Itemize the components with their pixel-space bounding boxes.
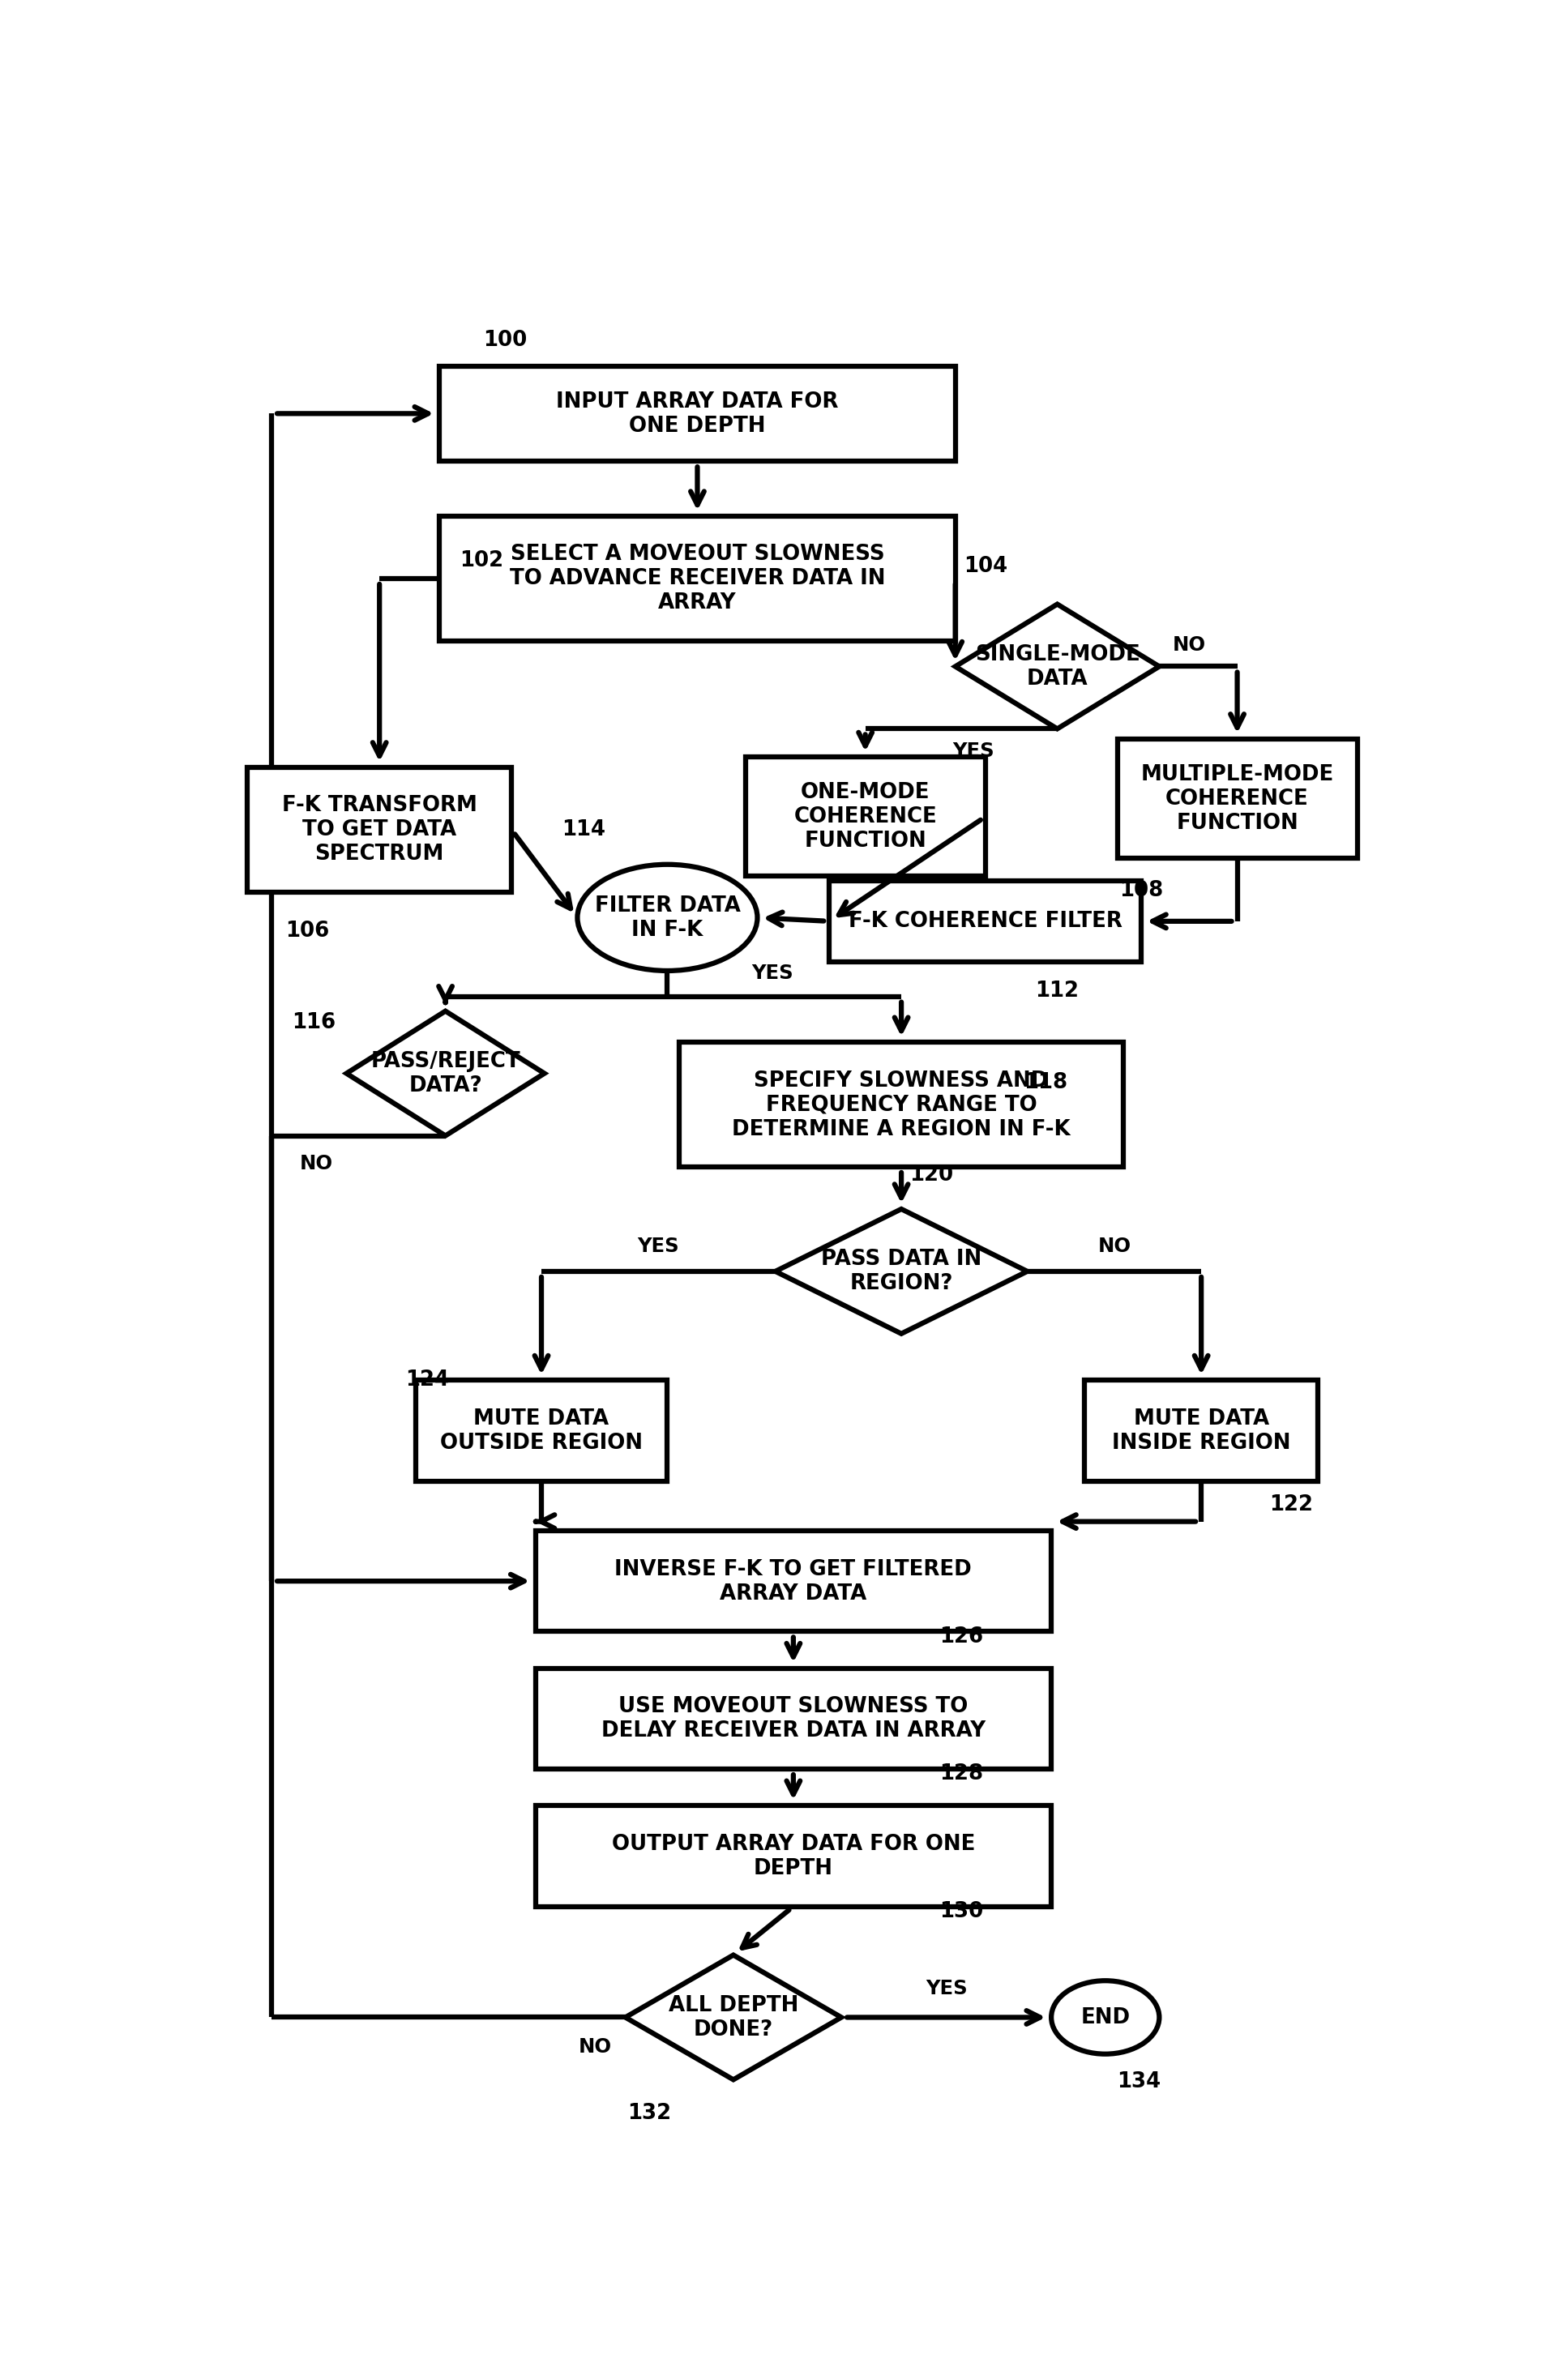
Text: 116: 116 bbox=[291, 1012, 336, 1033]
Text: MUTE DATA
INSIDE REGION: MUTE DATA INSIDE REGION bbox=[1111, 1409, 1291, 1454]
Text: 122: 122 bbox=[1269, 1495, 1313, 1514]
Bar bbox=[1118, 740, 1358, 859]
Text: OUTPUT ARRAY DATA FOR ONE
DEPTH: OUTPUT ARRAY DATA FOR ONE DEPTH bbox=[611, 1833, 975, 1878]
Text: USE MOVEOUT SLOWNESS TO
DELAY RECEIVER DATA IN ARRAY: USE MOVEOUT SLOWNESS TO DELAY RECEIVER D… bbox=[601, 1697, 986, 1742]
Text: INVERSE F-K TO GET FILTERED
ARRAY DATA: INVERSE F-K TO GET FILTERED ARRAY DATA bbox=[615, 1559, 972, 1604]
Ellipse shape bbox=[1051, 1980, 1159, 2054]
Bar bbox=[1084, 1380, 1319, 1480]
Text: SINGLE-MODE
DATA: SINGLE-MODE DATA bbox=[975, 645, 1139, 690]
Text: YES: YES bbox=[926, 1978, 968, 1997]
Text: 104: 104 bbox=[963, 555, 1008, 576]
Text: F-K COHERENCE FILTER: F-K COHERENCE FILTER bbox=[848, 912, 1122, 933]
Text: NO: NO bbox=[1172, 635, 1206, 655]
Bar bbox=[746, 757, 986, 876]
Text: YES: YES bbox=[952, 740, 994, 762]
Bar bbox=[440, 516, 955, 640]
Text: INPUT ARRAY DATA FOR
ONE DEPTH: INPUT ARRAY DATA FOR ONE DEPTH bbox=[556, 390, 839, 436]
Text: 112: 112 bbox=[1036, 981, 1079, 1002]
Text: MUTE DATA
OUTSIDE REGION: MUTE DATA OUTSIDE REGION bbox=[440, 1409, 642, 1454]
Bar bbox=[440, 367, 955, 462]
Polygon shape bbox=[625, 1954, 842, 2080]
Text: YES: YES bbox=[751, 964, 793, 983]
Text: ALL DEPTH
DONE?: ALL DEPTH DONE? bbox=[669, 1994, 799, 2040]
Text: NO: NO bbox=[579, 2037, 611, 2056]
Bar bbox=[830, 881, 1141, 962]
Text: 128: 128 bbox=[940, 1764, 983, 1785]
Text: YES: YES bbox=[638, 1235, 680, 1257]
Text: MULTIPLE-MODE
COHERENCE
FUNCTION: MULTIPLE-MODE COHERENCE FUNCTION bbox=[1141, 764, 1334, 833]
Text: 114: 114 bbox=[562, 819, 605, 840]
Text: NO: NO bbox=[1098, 1235, 1132, 1257]
Text: PASS/REJECT
DATA?: PASS/REJECT DATA? bbox=[370, 1052, 520, 1097]
Text: PASS DATA IN
REGION?: PASS DATA IN REGION? bbox=[820, 1250, 981, 1295]
Text: 120: 120 bbox=[909, 1164, 954, 1185]
Text: 124: 124 bbox=[406, 1368, 449, 1390]
Text: SPECIFY SLOWNESS AND
FREQUENCY RANGE TO
DETERMINE A REGION IN F-K: SPECIFY SLOWNESS AND FREQUENCY RANGE TO … bbox=[732, 1071, 1071, 1140]
Polygon shape bbox=[955, 605, 1159, 728]
Text: END: END bbox=[1081, 2006, 1130, 2028]
Polygon shape bbox=[776, 1209, 1028, 1333]
Text: 100: 100 bbox=[483, 331, 528, 352]
Ellipse shape bbox=[577, 864, 757, 971]
Text: 126: 126 bbox=[940, 1626, 983, 1647]
Text: 108: 108 bbox=[1119, 881, 1163, 902]
Text: 118: 118 bbox=[1023, 1073, 1067, 1092]
Text: SELECT A MOVEOUT SLOWNESS
TO ADVANCE RECEIVER DATA IN
ARRAY: SELECT A MOVEOUT SLOWNESS TO ADVANCE REC… bbox=[509, 545, 885, 614]
Text: 134: 134 bbox=[1118, 2071, 1161, 2092]
Text: FILTER DATA
IN F-K: FILTER DATA IN F-K bbox=[594, 895, 740, 940]
Text: 132: 132 bbox=[627, 2102, 672, 2123]
Bar bbox=[536, 1530, 1051, 1633]
Bar bbox=[536, 1806, 1051, 1906]
Text: NO: NO bbox=[300, 1154, 333, 1173]
Text: F-K TRANSFORM
TO GET DATA
SPECTRUM: F-K TRANSFORM TO GET DATA SPECTRUM bbox=[282, 795, 477, 864]
Text: 102: 102 bbox=[460, 550, 503, 571]
Text: 106: 106 bbox=[285, 921, 330, 940]
Text: ONE-MODE
COHERENCE
FUNCTION: ONE-MODE COHERENCE FUNCTION bbox=[794, 783, 937, 852]
Polygon shape bbox=[347, 1012, 545, 1135]
Bar bbox=[680, 1042, 1124, 1166]
Bar bbox=[415, 1380, 667, 1480]
Text: 130: 130 bbox=[940, 1902, 983, 1921]
Bar bbox=[536, 1668, 1051, 1768]
Bar bbox=[248, 769, 511, 892]
